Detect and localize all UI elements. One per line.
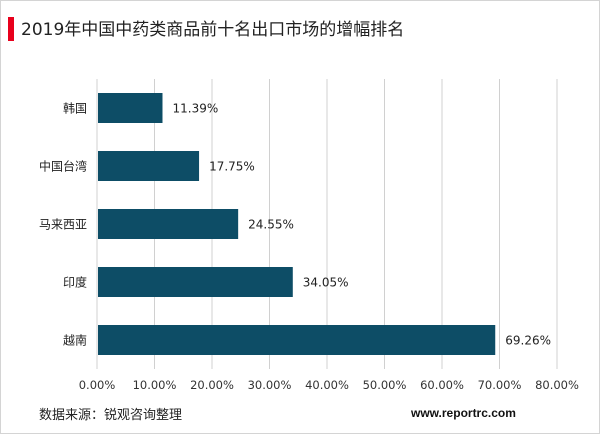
x-tick-label: 0.00%: [79, 378, 116, 392]
bar: [98, 267, 293, 297]
website-url: www.reportrc.com: [411, 406, 516, 420]
data-source-note: 数据来源：锐观咨询整理: [39, 408, 183, 423]
x-tick-label: 60.00%: [420, 378, 464, 392]
x-tick-label: 40.00%: [305, 378, 349, 392]
title-accent-bar: [8, 17, 14, 41]
data-label: 34.05%: [303, 276, 349, 290]
x-tick-label: 70.00%: [478, 378, 522, 392]
data-label: 69.26%: [505, 334, 551, 348]
bar-chart: 0.00% 10.00% 20.00% 30.00% 40.00% 50.00% 60.00…: [39, 79, 579, 392]
data-label: 17.75%: [209, 160, 255, 174]
x-tick-label: 10.00%: [133, 378, 177, 392]
bar: [98, 325, 496, 355]
x-tick-label: 50.00%: [363, 378, 407, 392]
x-tick-label: 20.00%: [190, 378, 234, 392]
bar: [98, 93, 163, 123]
category-label: 马来西亚: [39, 218, 87, 232]
bar: [98, 209, 239, 239]
data-label: 11.39%: [172, 102, 218, 116]
chart-title: 2019年中国中药类商品前十名出口市场的增幅排名: [21, 20, 405, 40]
category-label: 越南: [63, 333, 87, 348]
x-tick-label: 80.00%: [535, 378, 579, 392]
bar: [98, 151, 200, 181]
data-label: 24.55%: [248, 218, 294, 232]
x-tick-label: 30.00%: [248, 378, 292, 392]
category-label: 印度: [63, 275, 87, 290]
category-label: 中国台湾: [39, 159, 87, 174]
category-label: 韩国: [63, 101, 87, 116]
